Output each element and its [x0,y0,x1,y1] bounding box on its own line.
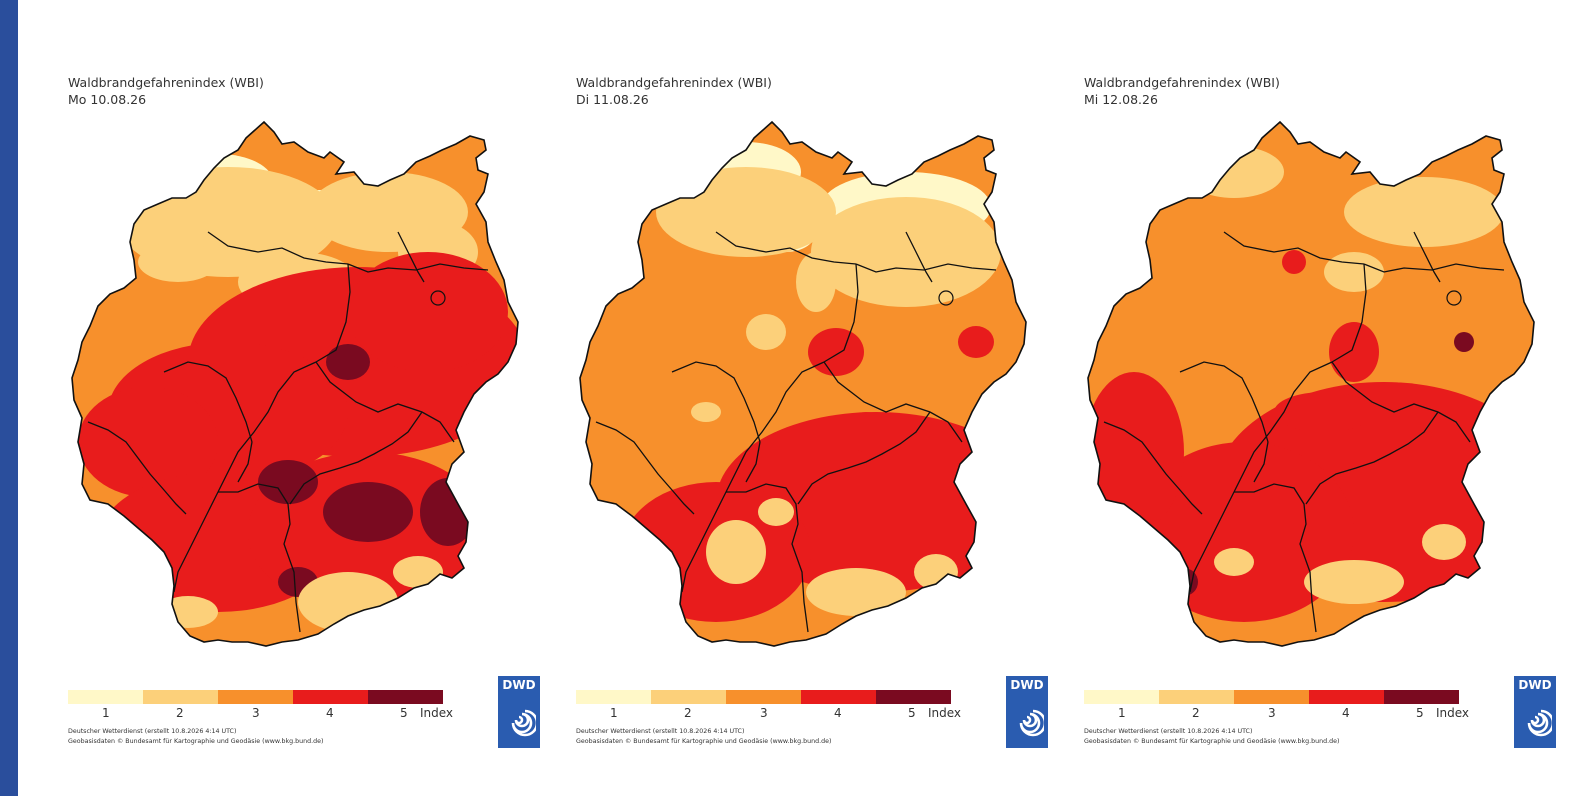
germany-index-map [71,120,519,647]
country-border [579,120,1027,647]
legend-label: 5 [400,706,408,720]
legend-swatch [651,690,726,704]
wbi-map-panel: Waldbrandgefahrenindex (WBI) Di 11.08.26… [576,0,1076,796]
dwd-spiral-icon [1527,709,1552,737]
berlin-outline [1446,290,1462,306]
legend-label: 2 [1192,706,1200,720]
legend-label: 3 [1268,706,1276,720]
legend-label: 1 [1118,706,1126,720]
germany-index-map [1087,120,1535,647]
country-border [71,120,519,647]
legend-label: 2 [684,706,692,720]
state-borders [595,231,997,633]
legend-swatch [1084,690,1159,704]
legend-unit: Index [928,706,962,720]
legend-swatch [1234,690,1309,704]
legend-swatch [1384,690,1459,704]
berlin-outline [938,290,954,306]
wbi-map-panel: Waldbrandgefahrenindex (WBI) Mo 10.08.26… [68,0,568,796]
wbi-map-panel: Waldbrandgefahrenindex (WBI) Mi 12.08.26… [1084,0,1584,796]
legend-swatch [801,690,876,704]
legend-label: 3 [252,706,260,720]
dwd-spiral-icon [1019,709,1044,737]
panel-title-text: Waldbrandgefahrenindex (WBI) [1084,75,1280,90]
dwd-logo: DWD [1006,676,1048,748]
legend-label: 5 [1416,706,1424,720]
legend-swatch [1159,690,1234,704]
legend-swatch [368,690,443,704]
country-border [1087,120,1535,647]
dwd-logo: DWD [498,676,540,748]
legend-label: 4 [326,706,334,720]
legend-swatch [1309,690,1384,704]
panel-title: Waldbrandgefahrenindex (WBI) Di 11.08.26 [576,74,772,108]
legend-color-bar [68,690,443,704]
state-borders [87,231,489,633]
legend-swatch [143,690,218,704]
dwd-spiral-icon [511,709,536,737]
legend-swatch [726,690,801,704]
dwd-logo-text: DWD [1518,678,1552,692]
left-accent-bar [0,0,18,796]
dwd-logo-text: DWD [1010,678,1044,692]
panel-title: Waldbrandgefahrenindex (WBI) Mo 10.08.26 [68,74,264,108]
legend-swatch [876,690,951,704]
panel-date: Mi 12.08.26 [1084,92,1158,107]
credit-line-2: Geobasisdaten © Bundesamt für Kartograph… [576,738,832,745]
credit-line-2: Geobasisdaten © Bundesamt für Kartograph… [1084,738,1340,745]
credit-line-1: Deutscher Wetterdienst (erstellt 10.8.20… [576,728,745,735]
legend-label: 1 [102,706,110,720]
germany-index-map [579,120,1027,647]
panel-date: Di 11.08.26 [576,92,649,107]
credit-line-1: Deutscher Wetterdienst (erstellt 10.8.20… [68,728,237,735]
index-legend: 1 2 3 4 5 Index [1084,690,1469,730]
dwd-logo: DWD [1514,676,1556,748]
legend-swatch [293,690,368,704]
panel-title-text: Waldbrandgefahrenindex (WBI) [68,75,264,90]
index-legend: 1 2 3 4 5 Index [68,690,453,730]
legend-unit: Index [420,706,454,720]
legend-label: 3 [760,706,768,720]
index-legend: 1 2 3 4 5 Index [576,690,961,730]
legend-label: 4 [1342,706,1350,720]
legend-label: 2 [176,706,184,720]
legend-swatch [218,690,293,704]
legend-swatch [576,690,651,704]
credit-line-2: Geobasisdaten © Bundesamt für Kartograph… [68,738,324,745]
legend-label: 5 [908,706,916,720]
berlin-outline [430,290,446,306]
legend-label: 1 [610,706,618,720]
legend-color-bar [1084,690,1459,704]
legend-label: 4 [834,706,842,720]
panel-date: Mo 10.08.26 [68,92,147,107]
dwd-logo-text: DWD [502,678,536,692]
legend-unit: Index [1436,706,1470,720]
legend-color-bar [576,690,951,704]
panel-title-text: Waldbrandgefahrenindex (WBI) [576,75,772,90]
state-borders [1103,231,1505,633]
credit-line-1: Deutscher Wetterdienst (erstellt 10.8.20… [1084,728,1253,735]
legend-swatch [68,690,143,704]
panel-title: Waldbrandgefahrenindex (WBI) Mi 12.08.26 [1084,74,1280,108]
